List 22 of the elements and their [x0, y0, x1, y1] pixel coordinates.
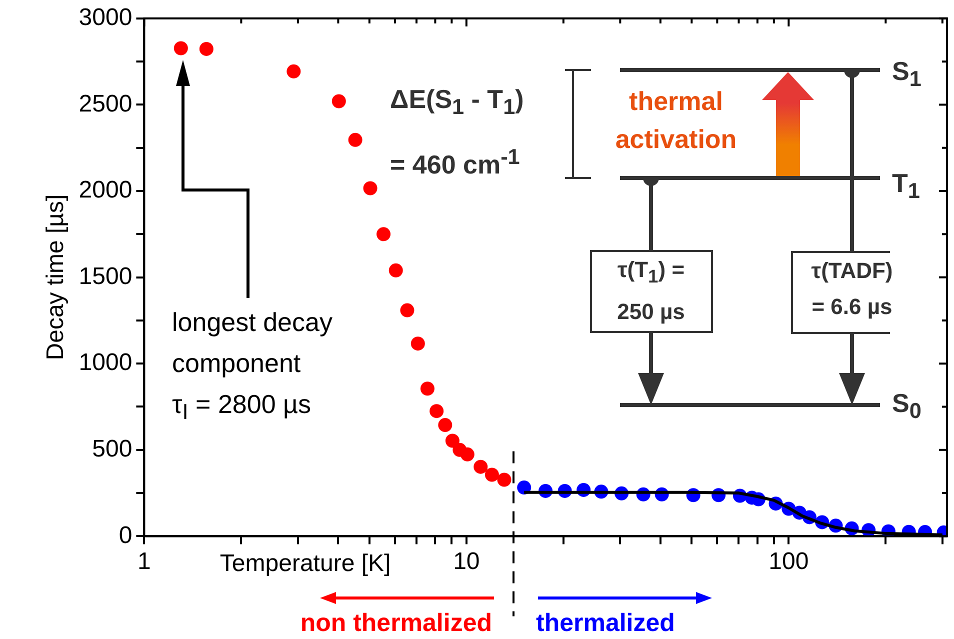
y-tick-label: 500 — [92, 436, 132, 463]
y-tick-label: 1000 — [78, 349, 132, 376]
x-axis-title: Temperature [K] — [220, 550, 391, 577]
x-tick-label: 10 — [453, 548, 480, 576]
y-tick-label: 1500 — [78, 262, 132, 290]
annotation: T$_{1}$ — [892, 168, 920, 206]
annotation: S$_{0}$ — [892, 388, 922, 426]
y-tick-label: 3000 — [78, 4, 132, 32]
annotation: longest decay component τ$_{I}$ = 2800 µs — [172, 306, 332, 426]
y-tick-label: 2500 — [78, 90, 132, 118]
annotation: thermal activation — [614, 85, 738, 156]
annotation: S$_{1}$ — [892, 56, 922, 94]
y-tick-label: 2000 — [78, 176, 132, 204]
text: thermalized — [536, 609, 676, 638]
y-tick-label: 0 — [118, 522, 132, 549]
x-tick-label: 1 — [138, 548, 151, 576]
x-tick-label: 100 — [768, 548, 809, 576]
annotation: τ(TADF) = 6.6 µs — [810, 257, 894, 321]
text: ΔE(S$_{1}$ - T$_{1}$) = 460 cm$^{-1}$ — [390, 84, 524, 180]
annotation: τ(T$_{1}$) = 250 µs — [592, 252, 710, 330]
y-axis-title: Decay time [µs] — [42, 194, 70, 360]
legend-label: non thermalized — [300, 609, 492, 638]
